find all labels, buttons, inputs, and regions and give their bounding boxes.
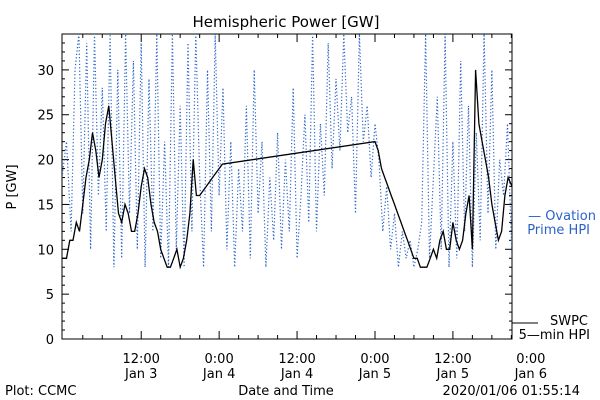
x-tick-time-label: 0:00 — [516, 352, 545, 367]
x-tick-date-label: Jan 3 — [124, 367, 157, 382]
y-tick-label: 5 — [46, 288, 54, 303]
x-tick-time-label: 12:00 — [434, 352, 471, 367]
x-tick-time-label: 0:00 — [360, 352, 389, 367]
x-tick-date-label: Jan 4 — [280, 367, 313, 382]
footer-credit: Plot: CCMC — [5, 384, 76, 399]
x-tick-time-label: 12:00 — [278, 352, 315, 367]
legend-ovation-label-2: Prime HPI — [527, 223, 590, 238]
series-line-ovation-prime — [62, 34, 512, 268]
x-axis-label: Date and Time — [238, 384, 334, 399]
x-tick-time-label: 0:00 — [205, 352, 234, 367]
series-line-swpc — [62, 69, 512, 270]
legend-ovation-label-1: — Ovation — [528, 209, 596, 224]
x-tick-date-label: Jan 4 — [202, 367, 235, 382]
y-axis-label: P [GW] — [5, 164, 20, 209]
x-tick-date-label: Jan 5 — [436, 367, 469, 382]
y-tick-label: 25 — [37, 109, 54, 124]
legend-swpc-label-2: 5—min HPI — [519, 328, 590, 343]
y-tick-label: 20 — [37, 154, 54, 169]
legend: — Ovation Prime HPI SWPC 5—min HPI — [512, 209, 596, 343]
y-tick-label: 30 — [37, 64, 54, 79]
y-tick-label: 10 — [37, 243, 54, 258]
legend-swpc-label-1: SWPC — [550, 314, 588, 329]
y-tick-label: 15 — [37, 198, 54, 213]
x-tick-date-label: Jan 6 — [514, 367, 547, 382]
x-tick-date-label: Jan 5 — [358, 367, 391, 382]
y-tick-label: 0 — [46, 333, 54, 348]
x-tick-time-label: 12:00 — [122, 352, 159, 367]
chart-title: Hemispheric Power [GW] — [193, 13, 380, 31]
footer-timestamp: 2020/01/06 01:55:14 — [443, 384, 580, 399]
